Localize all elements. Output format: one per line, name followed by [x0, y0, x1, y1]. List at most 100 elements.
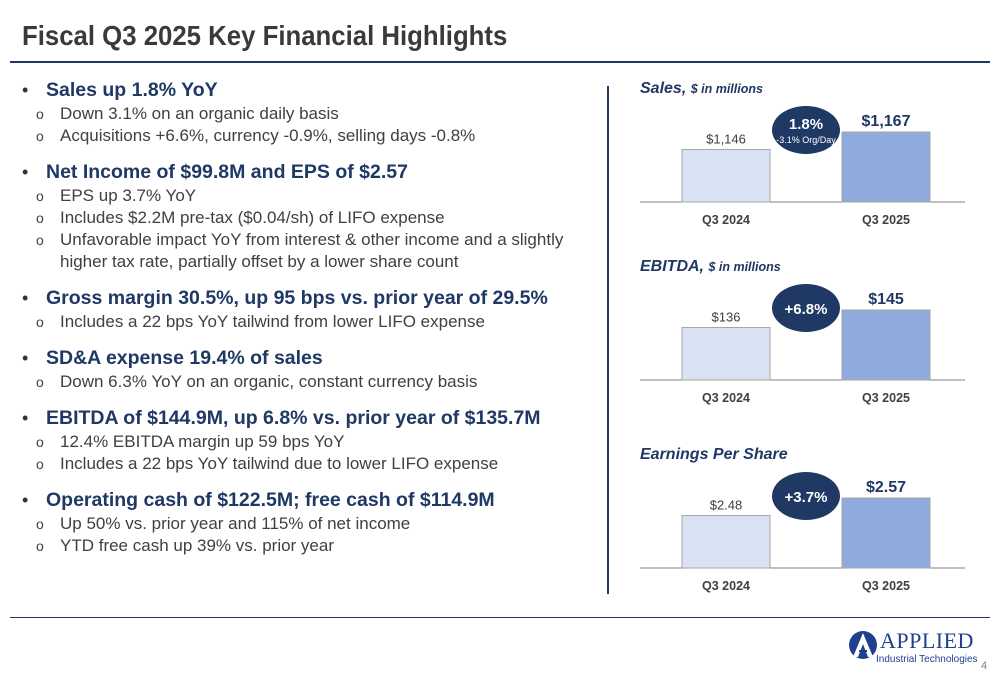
bullet-dot-icon: • [22, 80, 29, 100]
bar-q3-2024 [681, 327, 771, 381]
category-label: Q3 2024 [702, 391, 750, 405]
growth-badge-value: +6.8% [785, 301, 828, 318]
bullet-heading: • SD&A expense 19.4% of sales [22, 346, 592, 371]
bullet-dot-icon: • [22, 348, 29, 368]
sub-bullet-text: Acquisitions +6.6%, currency -0.9%, sell… [60, 126, 476, 145]
sub-bullet-item: o Down 6.3% YoY on an organic, constant c… [22, 371, 592, 393]
bullet-heading: • EBITDA of $144.9M, up 6.8% vs. prior ye… [22, 406, 592, 431]
category-label: Q3 2025 [862, 579, 910, 593]
sub-bullet-item: o Unfavorable impact YoY from interest & … [22, 229, 592, 273]
bullet-heading: • Operating cash of $122.5M; free cash of… [22, 488, 592, 513]
growth-badge [772, 472, 840, 520]
sub-bullet-text: Includes a 22 bps YoY tailwind from lowe… [60, 312, 485, 331]
sub-bullet-circle-icon: o [36, 128, 44, 144]
bullet-dot-icon: • [22, 408, 29, 428]
bullet-heading-text: SD&A expense 19.4% of sales [46, 347, 323, 369]
sub-bullet-circle-icon: o [36, 538, 44, 554]
bar-value-label: $136 [712, 310, 741, 325]
sub-bullet-item: o Up 50% vs. prior year and 115% of net i… [22, 513, 592, 535]
growth-badge-note: -3.1% Org/Day [776, 135, 836, 145]
bullet-heading-text: Operating cash of $122.5M; free cash of … [46, 489, 495, 511]
title-rule [10, 61, 990, 63]
bullet-dot-icon: • [22, 490, 29, 510]
sub-bullet-circle-icon: o [36, 188, 44, 204]
sub-bullet-item: o Down 3.1% on an organic daily basis [22, 103, 592, 125]
bullet-dot-icon: • [22, 288, 29, 308]
bullet-dot-icon: • [22, 162, 29, 182]
bullet-item: • SD&A expense 19.4% of sales o Down 6.3% Y… [22, 346, 592, 393]
sub-bullet-circle-icon: o [36, 106, 44, 122]
footer-rule [10, 617, 990, 618]
slide-title: Fiscal Q3 2025 Key Financial Highlights [22, 20, 508, 51]
growth-badge-value: +3.7% [785, 489, 828, 506]
sales-chart: Sales, $ in millions $1,146 Q3 2024 $1,167… [630, 80, 970, 230]
ebitda-chart-plot: $136 Q3 2024 $145 Q3 2025 +6.8% [640, 284, 965, 405]
sub-bullet-circle-icon: o [36, 210, 44, 226]
bar-value-label: $145 [868, 291, 904, 308]
sub-bullet-circle-icon: o [36, 516, 44, 532]
logo-mark-icon [849, 631, 877, 659]
category-label: Q3 2024 [702, 579, 750, 593]
bar-value-label: $1,146 [706, 132, 746, 147]
sub-bullet-text: Includes $2.2M pre-tax ($0.04/sh) of LIF… [60, 208, 445, 227]
bullet-heading: • Net Income of $99.8M and EPS of $2.57 [22, 160, 592, 185]
bullet-heading-text: EBITDA of $144.9M, up 6.8% vs. prior yea… [46, 407, 541, 429]
bullet-heading-text: Gross margin 30.5%, up 95 bps vs. prior … [46, 287, 548, 309]
vertical-divider [607, 86, 609, 594]
bar-q3-2024 [681, 149, 771, 203]
highlights-list: • Sales up 1.8% YoY o Down 3.1% on an organ… [22, 78, 592, 570]
growth-badge [772, 106, 840, 154]
sub-bullet-text: 12.4% EBITDA margin up 59 bps YoY [60, 432, 345, 451]
sub-bullet-circle-icon: o [36, 374, 44, 390]
bullet-heading-text: Sales up 1.8% YoY [46, 79, 218, 101]
sub-bullet-item: o EPS up 3.7% YoY [22, 185, 592, 207]
sub-bullet-text: EPS up 3.7% YoY [60, 186, 197, 205]
sales-chart-title: Sales, $ in millions [640, 80, 763, 97]
logo-tagline: Industrial Technologies [876, 654, 978, 665]
bar-q3-2025 [841, 497, 931, 569]
bullet-heading-text: Net Income of $99.8M and EPS of $2.57 [46, 161, 408, 183]
bullet-heading: • Sales up 1.8% YoY [22, 78, 592, 103]
bar-value-label: $1,167 [862, 113, 911, 130]
sub-bullet-text: Down 3.1% on an organic daily basis [60, 104, 339, 123]
sub-bullet-circle-icon: o [36, 314, 44, 330]
bullet-item: • Operating cash of $122.5M; free cash of… [22, 488, 592, 557]
sub-bullet-item: o Includes a 22 bps YoY tailwind due to l… [22, 453, 592, 475]
sub-bullet-text: Down 6.3% YoY on an organic, constant cu… [60, 372, 478, 391]
category-label: Q3 2025 [862, 213, 910, 227]
eps-chart-title: Earnings Per Share [640, 446, 788, 463]
sub-bullet-text: Includes a 22 bps YoY tailwind due to lo… [60, 454, 499, 473]
ebitda-chart-title: EBITDA, $ in millions [640, 258, 781, 275]
growth-badge [772, 284, 840, 332]
sub-bullet-item: o 12.4% EBITDA margin up 59 bps YoY [22, 431, 592, 453]
sub-bullet-circle-icon: o [36, 456, 44, 472]
bullet-item: • Gross margin 30.5%, up 95 bps vs. prior… [22, 286, 592, 333]
bar-q3-2024 [681, 515, 771, 569]
sub-bullet-text: Up 50% vs. prior year and 115% of net in… [60, 514, 411, 533]
sub-bullet-circle-icon: o [36, 232, 44, 248]
sub-bullet-item: o Acquisitions +6.6%, currency -0.9%, sel… [22, 125, 592, 147]
bullet-item: • EBITDA of $144.9M, up 6.8% vs. prior ye… [22, 406, 592, 475]
category-label: Q3 2024 [702, 213, 750, 227]
bullet-item: • Sales up 1.8% YoY o Down 3.1% on an organ… [22, 78, 592, 147]
logo-name: APPLIED [880, 628, 974, 653]
bullet-item: • Net Income of $99.8M and EPS of $2.57 o E… [22, 160, 592, 273]
category-label: Q3 2025 [862, 391, 910, 405]
sub-bullet-text: Unfavorable impact YoY from interest & o… [60, 230, 564, 271]
sales-chart-plot: $1,146 Q3 2024 $1,167 Q3 2025 1.8% -3.1% Org/… [640, 106, 965, 227]
eps-chart-plot: $2.48 Q3 2024 $2.57 Q3 2025 +3.7% [640, 472, 965, 593]
sub-bullet-item: o Includes $2.2M pre-tax ($0.04/sh) of LI… [22, 207, 592, 229]
sub-bullet-text: YTD free cash up 39% vs. prior year [60, 536, 335, 555]
growth-badge-value: 1.8% [789, 116, 823, 133]
sub-bullet-circle-icon: o [36, 434, 44, 450]
sub-bullet-item: o Includes a 22 bps YoY tailwind from low… [22, 311, 592, 333]
eps-chart: Earnings Per Share $2.48 Q3 2024 $2.57 Q3 2… [630, 446, 970, 616]
ebitda-chart: EBITDA, $ in millions $136 Q3 2024 $145 Q3 … [630, 258, 970, 428]
bar-q3-2025 [841, 131, 931, 203]
bar-value-label: $2.57 [866, 479, 906, 496]
bullet-heading: • Gross margin 30.5%, up 95 bps vs. prior… [22, 286, 592, 311]
sub-bullet-item: o YTD free cash up 39% vs. prior year [22, 535, 592, 557]
bar-q3-2025 [841, 309, 931, 381]
bar-value-label: $2.48 [710, 498, 743, 513]
applied-logo: APPLIED Industrial Technologies [846, 626, 978, 672]
